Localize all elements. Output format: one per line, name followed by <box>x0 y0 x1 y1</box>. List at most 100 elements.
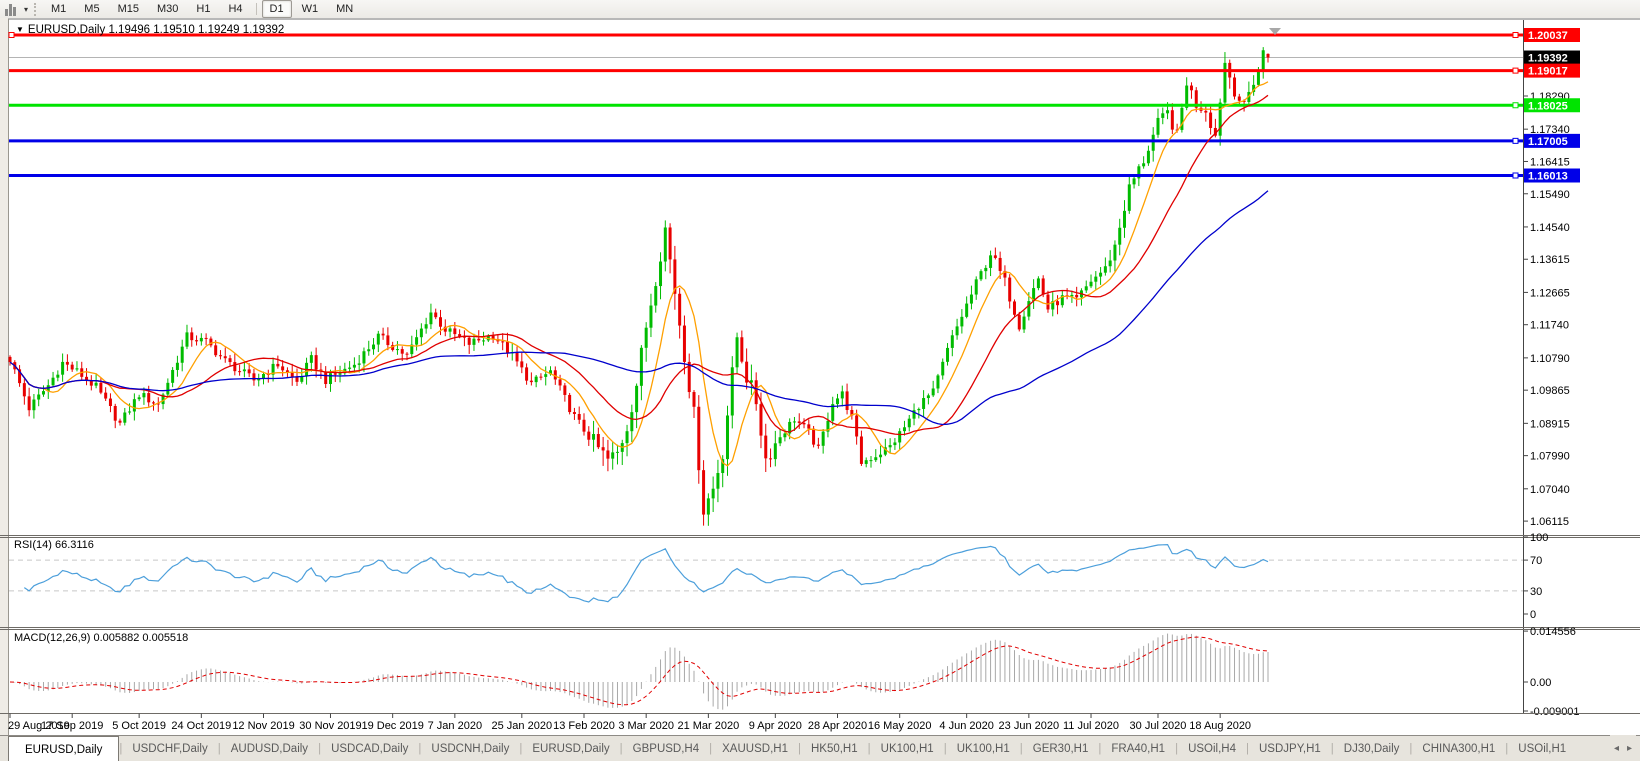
svg-text:1.18025: 1.18025 <box>1528 100 1568 112</box>
chart-canvas[interactable]: 1.182901.173401.164151.154901.145401.136… <box>0 18 1640 735</box>
macd-indicator-label: MACD(12,26,9) 0.005882 0.005518 <box>14 632 189 644</box>
chart-tab-USDCAD-Daily[interactable]: USDCAD,Daily <box>331 743 409 755</box>
macd-signal-line <box>9 636 1269 706</box>
chart-tab-USOil-H1[interactable]: USOil,H1 <box>1518 743 1567 755</box>
line-handle[interactable] <box>8 32 15 38</box>
chart-tab-DJ30-Daily[interactable]: DJ30,Daily <box>1343 743 1400 755</box>
rsi-indicator-label: RSI(14) 66.3116 <box>14 539 94 551</box>
svg-text:12 Nov 2019: 12 Nov 2019 <box>232 720 294 732</box>
svg-text:0: 0 <box>1530 609 1536 621</box>
svg-text:-0.009001: -0.009001 <box>1530 706 1580 718</box>
chart-tab-EURUSD-Daily[interactable]: EURUSD,Daily <box>8 736 120 761</box>
svg-text:5 Oct 2019: 5 Oct 2019 <box>112 720 166 732</box>
svg-text:7 Jan 2020: 7 Jan 2020 <box>428 720 482 732</box>
chart-title-symbol: EURUSD,Daily <box>27 24 106 36</box>
svg-text:11 Jul 2020: 11 Jul 2020 <box>1063 720 1119 732</box>
timeframe-button-M5[interactable]: M5 <box>84 3 100 15</box>
price-axis-label: 1.19392 <box>1524 50 1580 65</box>
toolbar: ▾ M1 M5 M15 M30 H1 H4 D1 W1 MN <box>0 0 1640 19</box>
timeframe-button-M15[interactable]: M15 <box>117 3 139 15</box>
chart-tab-GER30-H1[interactable]: GER30,H1 <box>1032 743 1089 755</box>
macd-histogram <box>14 633 1269 710</box>
line-handle[interactable] <box>1512 32 1519 38</box>
tab-separator: | <box>418 743 422 755</box>
toolbar-grip-handle[interactable] <box>34 2 37 16</box>
line-handle[interactable] <box>1512 137 1519 144</box>
chart-type-icon[interactable] <box>3 1 23 17</box>
tab-separator: | <box>1246 743 1249 755</box>
svg-text:19 Dec 2019: 19 Dec 2019 <box>361 720 423 732</box>
svg-text:1.20037: 1.20037 <box>1528 30 1568 42</box>
chart-tab-USDCHF-Daily[interactable]: USDCHF,Daily <box>132 743 208 755</box>
chart-title: ▼ EURUSD,Daily 1.19496 1.19510 1.19249 1.… <box>16 24 284 36</box>
svg-text:1.10790: 1.10790 <box>1530 353 1570 365</box>
tab-separator: | <box>318 743 322 755</box>
svg-text:24 Oct 2019: 24 Oct 2019 <box>171 720 231 732</box>
tab-scroll-arrows: ◂ ▸ <box>1609 735 1636 761</box>
price-axis-label: 1.18025 <box>1524 98 1580 113</box>
svg-text:30: 30 <box>1530 586 1542 598</box>
chart-type-dropdown-arrow[interactable]: ▾ <box>24 4 29 14</box>
svg-text:4 Jun 2020: 4 Jun 2020 <box>939 720 993 732</box>
timeframe-button-M30[interactable]: M30 <box>156 3 179 15</box>
tab-separator: | <box>943 743 947 755</box>
svg-text:13 Feb 2020: 13 Feb 2020 <box>553 720 615 732</box>
chart-tab-CHINA300-H1[interactable]: CHINA300,H1 <box>1422 743 1496 755</box>
svg-text:9 Apr 2020: 9 Apr 2020 <box>749 720 802 732</box>
svg-text:29 Aug 2019: 29 Aug 2019 <box>8 720 70 732</box>
timeframe-button-H4[interactable]: H4 <box>228 3 243 15</box>
price-axis-label: 1.16013 <box>1524 168 1580 183</box>
svg-text:1.17340: 1.17340 <box>1530 124 1570 136</box>
price-axis: 1.182901.173401.164151.154901.145401.136… <box>1523 91 1570 528</box>
moving-average-8 <box>9 81 1269 467</box>
chart-tab-FRA40-H1[interactable]: FRA40,H1 <box>1111 743 1166 755</box>
svg-text:1.12665: 1.12665 <box>1530 287 1570 299</box>
chart-tab-HK50-H1[interactable]: HK50,H1 <box>810 743 858 755</box>
tab-separator: | <box>119 743 123 755</box>
svg-text:1.11740: 1.11740 <box>1530 320 1569 332</box>
price-axis-label: 1.19017 <box>1524 63 1580 78</box>
timeframe-button-H1[interactable]: H1 <box>196 3 211 15</box>
chart-tab-USOil-H4[interactable]: USOil,H4 <box>1188 743 1236 755</box>
rsi-axis: 100 70 30 0 <box>1523 532 1548 621</box>
shift-marker-icon <box>1269 28 1281 35</box>
moving-average-20 <box>9 94 1269 436</box>
timeframe-buttons: M1 M5 M15 M30 H1 H4 D1 W1 MN <box>42 0 362 18</box>
svg-text:30 Nov 2019: 30 Nov 2019 <box>299 720 361 732</box>
line-handle[interactable] <box>1512 172 1519 179</box>
svg-text:1.17005: 1.17005 <box>1528 136 1568 148</box>
tab-separator: | <box>867 743 871 755</box>
timeframe-button-M1[interactable]: M1 <box>51 3 67 15</box>
svg-text:18 Aug 2020: 18 Aug 2020 <box>1189 720 1251 732</box>
line-handle[interactable] <box>1512 102 1519 109</box>
tab-separator: | <box>1330 743 1334 755</box>
tab-separator: | <box>217 743 221 755</box>
svg-text:3 Mar 2020: 3 Mar 2020 <box>618 720 674 732</box>
chart-tab-USDJPY-H1[interactable]: USDJPY,H1 <box>1259 743 1321 755</box>
svg-text:1.07040: 1.07040 <box>1530 484 1570 496</box>
svg-text:23 Jun 2020: 23 Jun 2020 <box>999 720 1060 732</box>
chart-tab-EURUSD-Daily[interactable]: EURUSD,Daily <box>532 743 610 755</box>
timeframe-button-MN[interactable]: MN <box>336 3 354 15</box>
line-handle[interactable] <box>1512 67 1519 74</box>
chart-tab-AUDUSD-Daily[interactable]: AUDUSD,Daily <box>230 743 309 755</box>
chart-tab-UK100-H1[interactable]: UK100,H1 <box>956 743 1010 755</box>
timeframe-button-W1[interactable]: W1 <box>301 3 319 15</box>
svg-text:21 Mar 2020: 21 Mar 2020 <box>677 720 739 732</box>
svg-text:70: 70 <box>1530 555 1542 567</box>
tab-scroll-left-icon[interactable]: ◂ <box>1613 742 1619 754</box>
tab-scroll-right-icon[interactable]: ▸ <box>1626 742 1632 754</box>
chart-tab-GBPUSD-H4[interactable]: GBPUSD,H4 <box>632 743 700 755</box>
chart-tab-XAUUSD-H1[interactable]: XAUUSD,H1 <box>722 743 788 755</box>
timeframe-button-D1[interactable]: D1 <box>261 0 292 18</box>
candlesticks <box>8 47 1270 526</box>
chart-tab-UK100-H1[interactable]: UK100,H1 <box>880 743 934 755</box>
svg-text:100: 100 <box>1530 532 1548 544</box>
svg-text:17 Sep 2019: 17 Sep 2019 <box>41 720 103 732</box>
svg-text:1.09865: 1.09865 <box>1530 385 1570 397</box>
svg-text:1.15490: 1.15490 <box>1530 189 1570 201</box>
chart-tabs-bar: EURUSD,Daily | USDCHF,Daily | AUDUSD,Daily | U… <box>0 735 1640 761</box>
chart-tab-USDCNH-Daily[interactable]: USDCNH,Daily <box>431 743 510 755</box>
tab-separator: | <box>1019 743 1023 755</box>
